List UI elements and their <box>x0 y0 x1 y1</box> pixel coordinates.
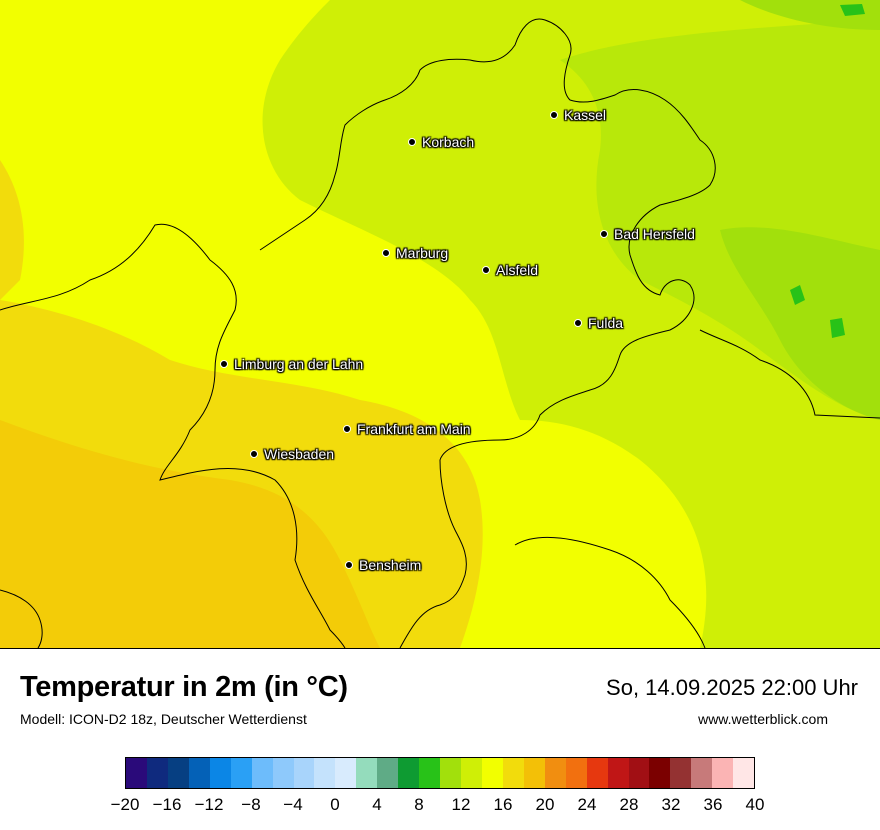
city-dot-icon <box>482 266 490 274</box>
colorbar-segment <box>544 758 566 788</box>
city-marker: Alsfeld <box>482 262 538 278</box>
colorbar-tick-label: −16 <box>152 795 182 814</box>
border-east <box>699 329 880 419</box>
colorbar-segment <box>272 758 294 788</box>
colorbar-segment <box>167 758 189 788</box>
colorbar-segment <box>398 758 420 788</box>
city-marker: Limburg an der Lahn <box>220 356 363 372</box>
colorbar-segment <box>335 758 357 788</box>
colorbar-segment <box>209 758 231 788</box>
state-border <box>0 18 716 648</box>
colorbar-segment <box>628 758 650 788</box>
city-marker: Fulda <box>574 315 623 331</box>
city-name: Kassel <box>564 107 607 123</box>
coolest-zone-rhoen <box>720 227 880 420</box>
colorbar-segment <box>461 758 482 788</box>
colorbar-tick-label: 8 <box>414 795 424 814</box>
colorbar-tick-label: 36 <box>703 795 723 814</box>
warm-zone-west <box>0 160 24 300</box>
border-southeast <box>514 536 706 648</box>
colorbar-segment <box>523 758 545 788</box>
city-marker: Frankfurt am Main <box>343 421 471 437</box>
colorbar-tick-label: 24 <box>577 795 597 814</box>
model-source: Modell: ICON-D2 18z, Deutscher Wetterdie… <box>20 711 307 727</box>
map-footer: Temperatur in 2m (in °C) Modell: ICON-D2… <box>0 649 880 830</box>
colorbar-segment <box>251 758 273 788</box>
city-name: Frankfurt am Main <box>357 421 471 437</box>
colorbar-segment <box>126 758 147 788</box>
colorbar-segment <box>691 758 713 788</box>
colorbar-segment <box>440 758 461 788</box>
city-name: Marburg <box>396 245 449 261</box>
city-name: Bad Hersfeld <box>614 226 695 242</box>
colorbar-ticks: −20 −16 −12 −8 −4 0 4 8 12 16 20 24 28 32 36 40 <box>111 795 765 817</box>
city-marker: Marburg <box>382 245 448 261</box>
city-dot-icon <box>600 230 608 238</box>
colorbar-segment <box>293 758 315 788</box>
border-southwest <box>0 589 43 648</box>
colorbar-tick-label: −4 <box>283 795 303 814</box>
city-marker: Korbach <box>408 134 474 150</box>
colorbar-tick-label: 28 <box>619 795 639 814</box>
city-marker: Bensheim <box>345 557 421 573</box>
colorbar-segment <box>607 758 629 788</box>
colorbar-tick-label: 0 <box>330 795 340 814</box>
colorbar-segment <box>712 758 734 788</box>
city-name: Wiesbaden <box>264 446 335 462</box>
city-dot-icon <box>574 319 582 327</box>
colorbar-segment <box>565 758 587 788</box>
city-name: Fulda <box>588 315 624 331</box>
colorbar-segment <box>649 758 671 788</box>
colorbar-segment <box>356 758 378 788</box>
temperature-field <box>0 0 880 648</box>
city-dot-icon <box>550 111 558 119</box>
city-marker: Wiesbaden <box>250 446 334 462</box>
city-dot-icon <box>343 425 351 433</box>
colorbar-segment <box>146 758 168 788</box>
temperature-colorbar <box>125 757 755 789</box>
colorbar-tick-label: 40 <box>745 795 765 814</box>
city-name: Korbach <box>422 134 475 150</box>
warm-zone-rhine <box>0 420 380 648</box>
map-title: Temperatur in 2m (in °C) <box>20 671 348 703</box>
city-name: Alsfeld <box>496 262 539 278</box>
colorbar-tick-label: 20 <box>535 795 555 814</box>
city-name: Limburg an der Lahn <box>234 356 364 372</box>
colorbar-segment <box>481 758 503 788</box>
colorbar-segment <box>230 758 252 788</box>
city-dot-icon <box>408 138 416 146</box>
city-dot-icon <box>345 561 353 569</box>
colorbar-tick-label: 32 <box>661 795 681 814</box>
forecast-datetime: So, 14.09.2025 22:00 Uhr <box>606 675 858 700</box>
colorbar-tick-label: −12 <box>194 795 224 814</box>
city-dot-icon <box>382 249 390 257</box>
city-name: Bensheim <box>359 557 422 573</box>
city-marker: Bad Hersfeld <box>600 226 695 242</box>
colorbar-segment <box>733 758 755 788</box>
colorbar-segment <box>419 758 441 788</box>
colorbar-segment <box>314 758 336 788</box>
colorbar-tick-label: 4 <box>372 795 382 814</box>
colorbar-segment <box>586 758 608 788</box>
colorbar-segment <box>377 758 399 788</box>
temperature-map: Kassel Korbach Bad Hersfeld Marburg Alsfeld F… <box>0 0 880 649</box>
colorbar-tick-label: 12 <box>451 795 471 814</box>
colorbar-tick-label: −20 <box>110 795 140 814</box>
colorbar-segment <box>502 758 524 788</box>
city-marker: Kassel <box>550 107 606 123</box>
colorbar-tick-label: 16 <box>493 795 513 814</box>
colorbar-segment <box>670 758 692 788</box>
website-link[interactable]: www.wetterblick.com <box>698 711 828 727</box>
city-dot-icon <box>250 450 258 458</box>
city-dot-icon <box>220 360 228 368</box>
colorbar-segment <box>188 758 210 788</box>
colorbar-tick-label: −8 <box>241 795 261 814</box>
